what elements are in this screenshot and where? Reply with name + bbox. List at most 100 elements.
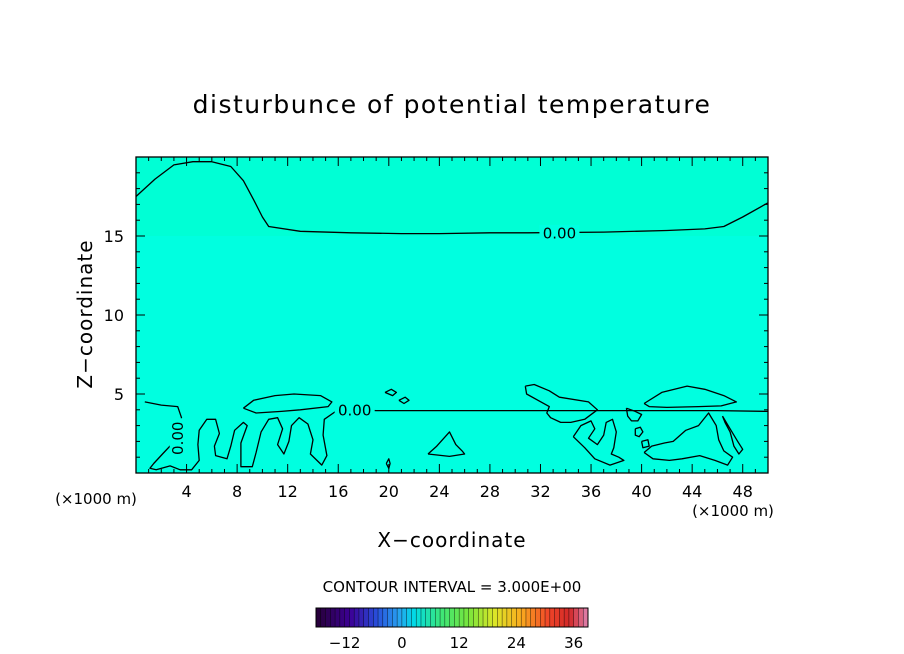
colorbar-cell <box>473 608 479 627</box>
colorbar-cell <box>483 608 489 627</box>
colorbar-cell <box>349 608 355 627</box>
contour-line-12 <box>384 388 398 397</box>
field-tint-upper <box>136 157 768 236</box>
colorbar-tick-label: 12 <box>450 634 469 652</box>
x-tick-label: 40 <box>631 482 651 501</box>
contour-line-8 <box>721 415 744 455</box>
colorbar-cell <box>440 608 446 627</box>
colorbar-tick-label: 0 <box>397 634 407 652</box>
contour-line-1 <box>144 401 769 471</box>
colorbar: −12 0 12 24 36 <box>315 607 589 652</box>
x-unit-label-left: (×1000 m) <box>55 490 137 508</box>
x-unit-label-right: (×1000 m) <box>692 502 774 520</box>
x-tick-label: 28 <box>480 482 500 501</box>
colorbar-cell <box>545 608 551 627</box>
contour-line-10 <box>634 426 644 438</box>
colorbar-cell <box>373 608 379 627</box>
colorbar-cell <box>573 608 579 627</box>
colorbar-cell <box>578 608 584 627</box>
colorbar-cell <box>382 608 388 627</box>
colorbar-cell <box>511 608 517 627</box>
x-tick-label: 20 <box>379 482 399 501</box>
contour-line-13 <box>398 396 410 405</box>
colorbar-cell <box>530 608 536 627</box>
x-tick-label: 44 <box>682 482 702 501</box>
contour-line-11 <box>640 439 650 449</box>
contour-line-14 <box>385 458 391 469</box>
contour-label-bg <box>169 418 186 459</box>
x-tick-label: 32 <box>530 482 550 501</box>
colorbar-cell <box>330 608 336 627</box>
contour-label-2: 0.00 <box>169 418 187 459</box>
contour-label-text: 0.00 <box>169 422 187 455</box>
y-axis-label: Z−coordinate <box>73 239 97 388</box>
colorbar-cell <box>449 608 455 627</box>
x-tick-label: 8 <box>232 482 242 501</box>
contour-line-5 <box>427 431 466 458</box>
contour-label-bg <box>539 224 580 241</box>
plot-area: 0.00 0.00 0.00 <box>135 156 769 474</box>
colorbar-tick-label: 36 <box>564 634 583 652</box>
colorbar-cell <box>497 608 503 627</box>
colorbar-cell <box>320 608 326 627</box>
x-tick-label: 12 <box>278 482 298 501</box>
colorbar-cell <box>411 608 417 627</box>
colorbar-cell <box>568 608 574 627</box>
colorbar-cell <box>397 608 403 627</box>
colorbar-cell <box>430 608 436 627</box>
colorbar-cell <box>387 608 393 627</box>
contour-label-text: 0.00 <box>543 224 576 242</box>
colorbar-cell <box>335 608 341 627</box>
colorbar-cell <box>559 608 565 627</box>
colorbar-cell <box>564 608 570 627</box>
colorbar-cell <box>487 608 493 627</box>
colorbar-cell <box>344 608 350 627</box>
colorbar-cell <box>554 608 560 627</box>
y-tick-label: 5 <box>114 385 124 404</box>
x-tick-label: 16 <box>328 482 348 501</box>
colorbar-cell <box>401 608 407 627</box>
colorbar-cell <box>478 608 484 627</box>
field-fill <box>136 157 768 473</box>
y-axis: 5 10 15 <box>104 156 768 474</box>
colorbar-frame <box>315 607 589 628</box>
colorbar-cell <box>492 608 498 627</box>
colorbar-tick-label: −12 <box>329 634 361 652</box>
contour-label-text: 0.00 <box>338 401 371 419</box>
contour-line-0 <box>135 161 769 235</box>
contour-line-6 <box>572 418 625 466</box>
contour-line-9 <box>625 407 643 422</box>
colorbar-cell <box>463 608 470 627</box>
colorbar-cell <box>392 608 398 627</box>
colorbar-cell <box>459 608 465 627</box>
colorbar-cell <box>506 608 512 627</box>
colorbar-cell <box>583 608 589 627</box>
chart-title: disturbunce of potential temperature <box>193 90 712 119</box>
colorbar-cell <box>549 608 555 627</box>
colorbar-cell <box>354 608 360 627</box>
contour-interval-label: CONTOUR INTERVAL = 3.000E+00 <box>323 578 582 596</box>
colorbar-cell <box>516 608 522 627</box>
x-axis: 4 8 12 16 20 24 28 32 36 40 44 48 <box>135 157 769 501</box>
colorbar-cell <box>540 608 546 627</box>
colorbar-cell <box>420 608 427 627</box>
x-tick-label: 4 <box>181 482 191 501</box>
colorbar-cell <box>416 608 422 627</box>
colorbar-cell <box>339 608 345 627</box>
contour-label-0: 0.00 <box>539 224 580 242</box>
contour-label-bg <box>334 401 375 418</box>
colorbar-cell <box>521 608 527 627</box>
y-tick-label: 10 <box>104 306 124 325</box>
x-tick-label: 36 <box>581 482 601 501</box>
colorbar-cell <box>454 608 460 627</box>
colorbar-cell <box>406 608 412 627</box>
colorbar-cell <box>425 608 431 627</box>
colorbar-cell <box>378 608 384 627</box>
colorbar-cell <box>363 608 369 627</box>
contour-line-4 <box>643 385 738 409</box>
colorbar-cell <box>368 608 374 627</box>
colorbar-cell <box>535 608 541 627</box>
colorbar-cell <box>358 608 365 627</box>
colorbar-tick-label: 24 <box>507 634 526 652</box>
colorbar-cell <box>325 608 331 627</box>
